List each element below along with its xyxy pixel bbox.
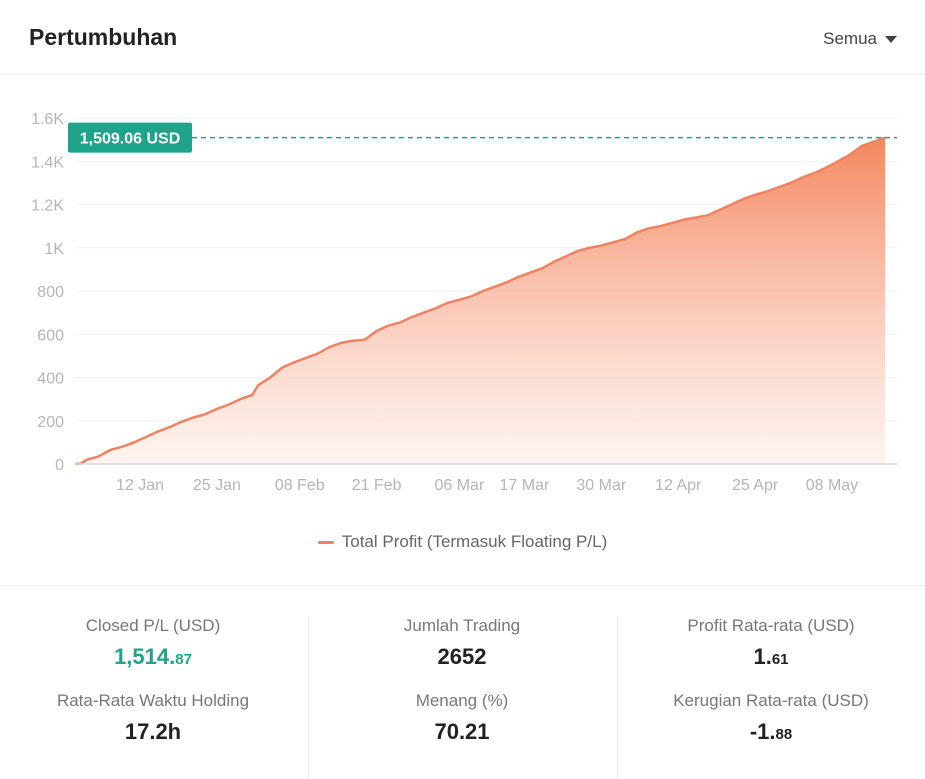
x-tick-label: 30 Mar — [576, 477, 626, 494]
avg-profit-dec: 61 — [771, 651, 789, 668]
y-tick-label: 0 — [55, 457, 64, 474]
closed-pl-dec: 87 — [175, 651, 192, 668]
y-tick-label: 600 — [37, 327, 64, 344]
chart-legend[interactable]: Total Profit (Termasuk Floating P/L) — [0, 532, 925, 552]
y-tick-label: 1.2K — [31, 198, 64, 215]
max-value-badge — [68, 122, 192, 153]
trade-count-label: Jumlah Trading — [403, 616, 521, 635]
y-tick-label: 1K — [44, 241, 64, 258]
trade-count-value: 2652 — [437, 644, 487, 669]
avg-loss-int: -1. — [749, 719, 776, 744]
win-rate-value: 70.21 — [434, 719, 490, 744]
stats-column-2: Jumlah Trading 2652 Menang (%) 70.21 — [308, 616, 615, 779]
x-tick-label: 21 Feb — [352, 477, 402, 494]
avg-profit-label: Profit Rata-rata (USD) — [687, 616, 855, 635]
y-tick-label: 1.4K — [31, 154, 64, 171]
x-tick-label: 17 Mar — [500, 477, 550, 494]
x-tick-label: 08 Feb — [275, 477, 325, 494]
x-tick-label: 25 Jan — [193, 477, 241, 494]
header: Pertumbuhan Semua — [0, 0, 925, 75]
win-rate-label: Menang (%) — [415, 691, 509, 710]
avg-holding-label: Rata-Rata Waktu Holding — [56, 691, 250, 710]
x-tick-label: 12 Apr — [655, 477, 702, 494]
max-value-label: 1,509.06 USD — [80, 131, 181, 148]
series-area — [75, 137, 886, 464]
caret-down-icon — [885, 35, 897, 43]
page-title: Pertumbuhan — [29, 24, 178, 50]
closed-pl-int: 1,514. — [114, 644, 176, 669]
y-tick-label: 400 — [37, 371, 64, 388]
period-filter-dropdown[interactable]: Semua — [823, 29, 897, 49]
avg-profit-int: 1. — [753, 644, 772, 669]
period-filter-label: Semua — [823, 29, 877, 48]
x-tick-label: 25 Apr — [732, 477, 779, 494]
avg-loss-value: -1.88 — [618, 719, 924, 745]
avg-profit-value: 1.61 — [618, 644, 924, 670]
y-tick-label: 200 — [37, 414, 64, 431]
avg-holding-value: 17.2h — [124, 719, 182, 744]
legend-line-icon — [317, 540, 334, 544]
stats-column-1: Closed P/L (USD) 1,514.87 Rata-Rata Wakt… — [0, 616, 306, 779]
closed-pl-label: Closed P/L (USD) — [85, 616, 221, 635]
y-tick-label: 800 — [37, 284, 64, 301]
avg-loss-dec: 88 — [775, 726, 793, 743]
x-tick-label: 06 Mar — [434, 477, 484, 494]
y-tick-label: 1.6K — [31, 111, 64, 128]
legend-label: Total Profit (Termasuk Floating P/L) — [341, 532, 608, 551]
x-tick-label: 08 May — [806, 477, 858, 494]
x-tick-label: 12 Jan — [116, 477, 164, 494]
stats-panel: Closed P/L (USD) 1,514.87 Rata-Rata Wakt… — [0, 585, 925, 779]
avg-loss-label: Kerugian Rata-rata (USD) — [673, 691, 869, 710]
stats-column-3: Profit Rata-rata (USD) 1.61 Kerugian Rat… — [617, 616, 924, 779]
growth-chart: 0 200 400 600 800 1K 1.2K 1.4K 1.6K 12 Jan 25 Jan 0… — [31, 111, 897, 494]
series-line[interactable] — [74, 136, 886, 466]
closed-pl-value: 1,514.87 — [0, 644, 306, 670]
